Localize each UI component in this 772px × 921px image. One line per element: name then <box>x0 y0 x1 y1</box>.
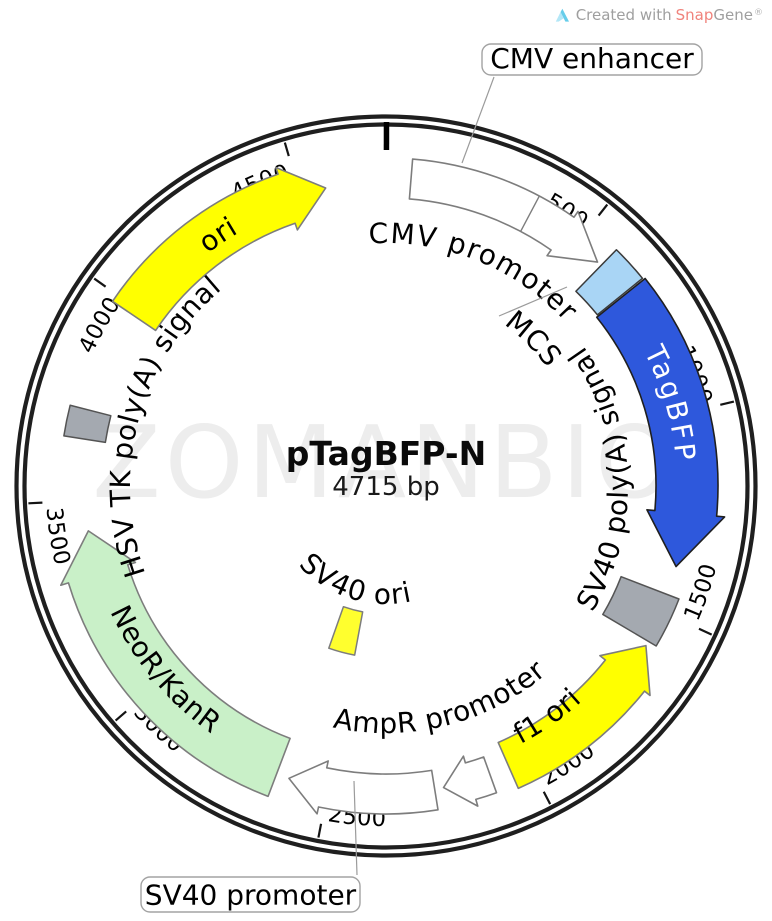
feature-f1-ori <box>497 644 651 790</box>
credit-brand-snap: Snap <box>675 6 714 24</box>
tick-4500 <box>283 142 290 157</box>
feature-neor-kanr <box>60 530 291 798</box>
credit-prefix: Created with <box>575 6 672 24</box>
callout-leader-sv40-promoter <box>353 780 358 876</box>
feature-divider-cmv-enhancer-promoter <box>520 195 540 232</box>
tick-2500 <box>317 823 323 838</box>
feature-tagbfp <box>595 277 726 568</box>
callout-text-cmv-enhancer: CMV enhancer <box>490 42 694 75</box>
feature-sv40-promoter <box>288 760 439 815</box>
credit-brand-gene: Gene <box>713 6 753 24</box>
tick-1000 <box>720 400 735 406</box>
tick-label-3500: 3500 <box>41 506 75 568</box>
credit-line: Created with Snap Gene ® <box>555 6 763 24</box>
feature-sv40-ori <box>328 605 364 656</box>
tick-2000 <box>542 791 552 805</box>
tick-4000 <box>93 277 107 288</box>
feature-cmv-enhancer-promoter <box>408 158 599 263</box>
plasmid-ring-outer <box>14 114 758 858</box>
feature-label-hsv-tk-polya-signal: HSV TK poly(A) signal <box>104 269 227 581</box>
feature-mcs <box>575 249 644 316</box>
tick-1500 <box>698 627 713 636</box>
tick-500 <box>597 203 609 217</box>
callout-sv40-promoter: SV40 promoter <box>140 780 361 913</box>
feature-ampr-promoter <box>442 755 498 807</box>
callout-cmv-enhancer: CMV enhancer <box>461 42 703 164</box>
tick-3500 <box>28 501 43 505</box>
tick-label-1500: 1500 <box>679 561 722 625</box>
tick-3000 <box>114 710 127 722</box>
feature-hsv-tk-polya-signal <box>63 404 112 444</box>
callout-leader-cmv-enhancer <box>461 76 495 164</box>
watermark: ZOMANBIO <box>92 404 678 521</box>
feature-label-sv40-polya-signal: SV40 poly(A) signal <box>561 341 635 616</box>
feature-label-sv40-ori: SV40 ori <box>293 546 414 611</box>
callout-text-sv40-promoter: SV40 promoter <box>145 878 357 911</box>
callout-box-cmv-enhancer <box>481 43 703 76</box>
mcs-leader <box>498 286 568 317</box>
feature-sv40-polya-signal <box>602 575 680 647</box>
feature-ori <box>111 166 327 332</box>
credit-registered-mark: ® <box>754 8 763 18</box>
callout-box-sv40-promoter <box>140 876 361 913</box>
snapgene-logo-icon <box>555 8 570 23</box>
